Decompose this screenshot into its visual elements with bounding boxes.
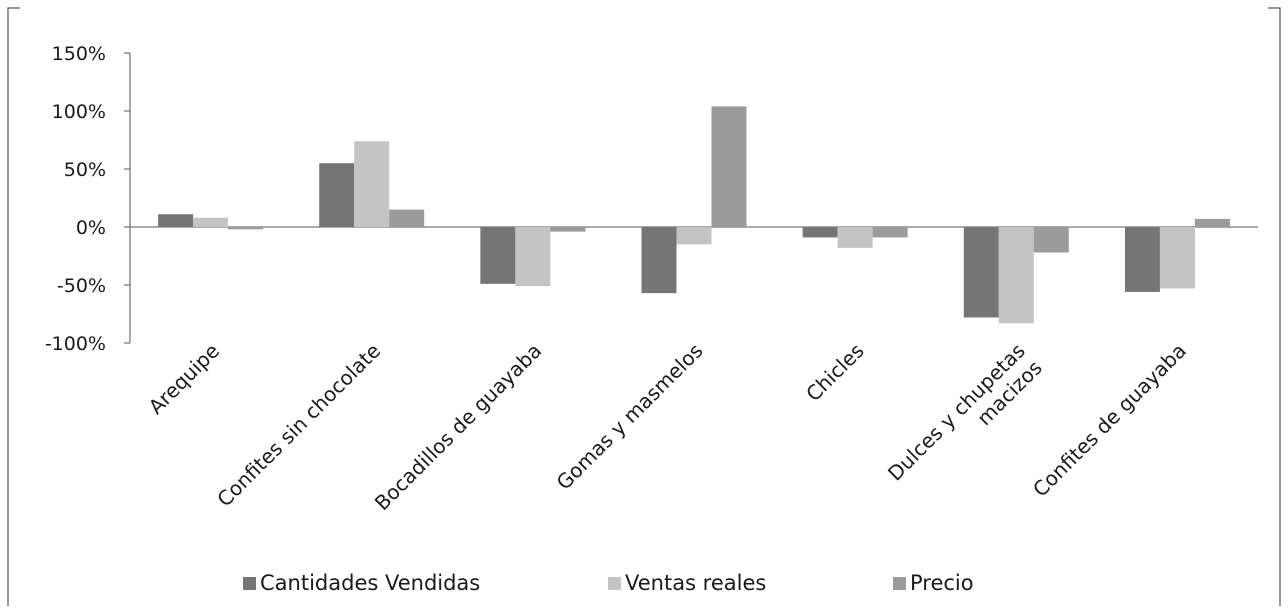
bar-cantidades-vendidas	[158, 214, 194, 227]
category-label: Dulces y chupetasmacizos	[883, 339, 1047, 503]
y-tick-label: -100%	[45, 333, 106, 355]
bar-cantidades-vendidas	[641, 227, 677, 294]
frame-left-edge	[7, 7, 20, 606]
y-tick-label: 50%	[64, 159, 106, 181]
legend: Cantidades Vendidas Ventas reales Precio	[243, 571, 974, 595]
bar-precio	[711, 106, 747, 227]
bar-precio	[550, 227, 586, 232]
y-tick-label: 100%	[52, 101, 106, 123]
category-label: Gomas y masmelos	[552, 339, 708, 495]
legend-swatch	[893, 577, 906, 590]
bar-ventas-reales	[354, 141, 390, 227]
bar-precio	[1194, 218, 1230, 227]
category-label: Confites de guayaba	[1028, 339, 1191, 502]
bar-precio	[872, 227, 908, 238]
category-label: Bocadillos de guayaba	[370, 339, 547, 516]
bar-precio	[228, 227, 264, 230]
bar-cantidades-vendidas	[480, 227, 516, 284]
legend-label: Precio	[910, 571, 974, 595]
y-axis: 150% 100% 50% 0% -50% -100%	[45, 43, 131, 355]
bar-cantidades-vendidas	[1124, 227, 1160, 292]
category-label: Confites sin chocolate	[212, 339, 385, 512]
y-tick-label: -50%	[57, 275, 106, 297]
bar-ventas-reales	[676, 227, 712, 245]
bar-ventas-reales	[837, 227, 873, 248]
y-tick-label: 0%	[76, 217, 106, 239]
legend-swatch	[608, 577, 621, 590]
bar-precio	[389, 209, 425, 227]
bar-cantidades-vendidas	[963, 227, 999, 318]
frame-right-edge	[1268, 7, 1281, 606]
category-label: Chicles	[801, 339, 869, 407]
bar-ventas-reales	[998, 227, 1034, 324]
bar-cantidades-vendidas	[319, 163, 355, 227]
bar-precio	[1033, 227, 1069, 253]
bars	[158, 106, 1230, 324]
category-label: Arequipe	[144, 339, 224, 419]
chart-border	[7, 7, 1281, 606]
legend-label: Cantidades Vendidas	[260, 571, 480, 595]
legend-label: Ventas reales	[625, 571, 766, 595]
bar-cantidades-vendidas	[802, 227, 838, 238]
legend-swatch	[243, 577, 256, 590]
y-tick-label: 150%	[52, 43, 106, 65]
bar-ventas-reales	[1159, 227, 1195, 289]
bar-ventas-reales	[193, 217, 229, 227]
bar-ventas-reales	[515, 227, 551, 287]
